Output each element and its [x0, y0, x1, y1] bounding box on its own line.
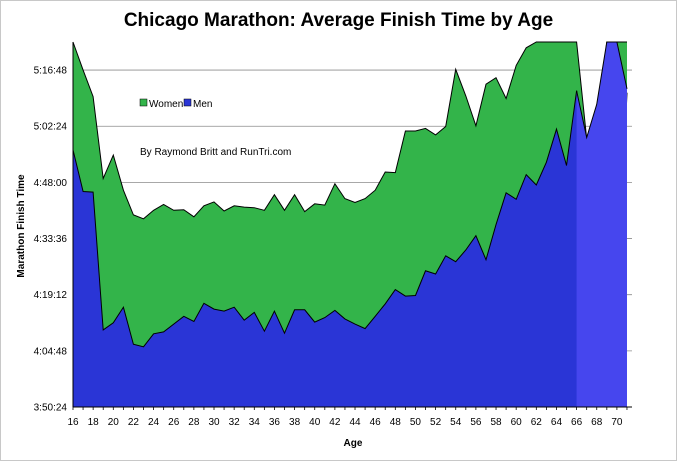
legend-swatch-women	[139, 98, 148, 107]
x-tick-label: 52	[430, 417, 442, 428]
x-tick-label: 64	[551, 417, 563, 428]
y-tick-label: 5:02:24	[34, 122, 68, 133]
line-series-2	[576, 41, 628, 140]
chart-title: Chicago Marathon: Average Finish Time by…	[123, 10, 554, 31]
x-tick-label: 22	[128, 417, 140, 428]
plot-areas	[72, 41, 628, 407]
x-tick-label: 28	[188, 417, 200, 428]
x-tick-label: 66	[571, 417, 583, 428]
x-tick-label: 44	[349, 417, 361, 428]
area-series-1	[73, 90, 627, 407]
x-axis-title: Age	[344, 438, 363, 449]
y-tick-label: 3:50:24	[34, 403, 68, 414]
line-series-1	[72, 90, 628, 348]
x-tick-label: 50	[410, 417, 422, 428]
x-tick-label: 32	[229, 417, 241, 428]
axes	[72, 42, 632, 410]
x-tick-label: 58	[490, 417, 502, 428]
x-tick-label: 38	[289, 417, 301, 428]
chart-annotation: By Raymond Britt and RunTri.com	[140, 147, 291, 158]
legend-swatch-men	[183, 98, 192, 107]
x-tick-label: 60	[511, 417, 523, 428]
x-tick-label: 30	[208, 417, 220, 428]
legend-label-men: Men	[193, 99, 212, 110]
x-tick-label: 36	[269, 417, 281, 428]
x-tick-label: 46	[370, 417, 382, 428]
x-tick-label: 62	[531, 417, 543, 428]
y-tick-label: 4:19:12	[34, 290, 68, 301]
area-series-2	[576, 42, 627, 407]
x-tick-label: 20	[108, 417, 120, 428]
x-tick-label: 24	[148, 417, 160, 428]
x-tick-label: 26	[168, 417, 180, 428]
x-tick-label: 54	[450, 417, 462, 428]
tick-labels: 3:50:24 4:04:48 4:19:12 4:33:36 4:48:00 5:02:…	[34, 66, 623, 428]
x-tick-label: 40	[309, 417, 321, 428]
legend-label-women: Women	[149, 99, 183, 110]
y-tick-label: 5:16:48	[34, 66, 68, 77]
x-tick-label: 68	[591, 417, 603, 428]
x-tick-label: 42	[329, 417, 341, 428]
x-tick-label: 16	[67, 417, 79, 428]
x-tick-label: 56	[470, 417, 482, 428]
x-tick-label: 18	[88, 417, 100, 428]
legend: Women Men	[139, 98, 212, 110]
x-tick-label: 48	[390, 417, 402, 428]
y-tick-label: 4:04:48	[34, 346, 68, 357]
x-tick-label: 70	[611, 417, 623, 428]
y-axis-title: Marathon Finish Time	[16, 174, 27, 278]
x-tick-label: 34	[249, 417, 261, 428]
y-tick-label: 4:33:36	[34, 234, 68, 245]
line-series-0	[72, 41, 627, 220]
y-tick-label: 4:48:00	[34, 178, 68, 189]
